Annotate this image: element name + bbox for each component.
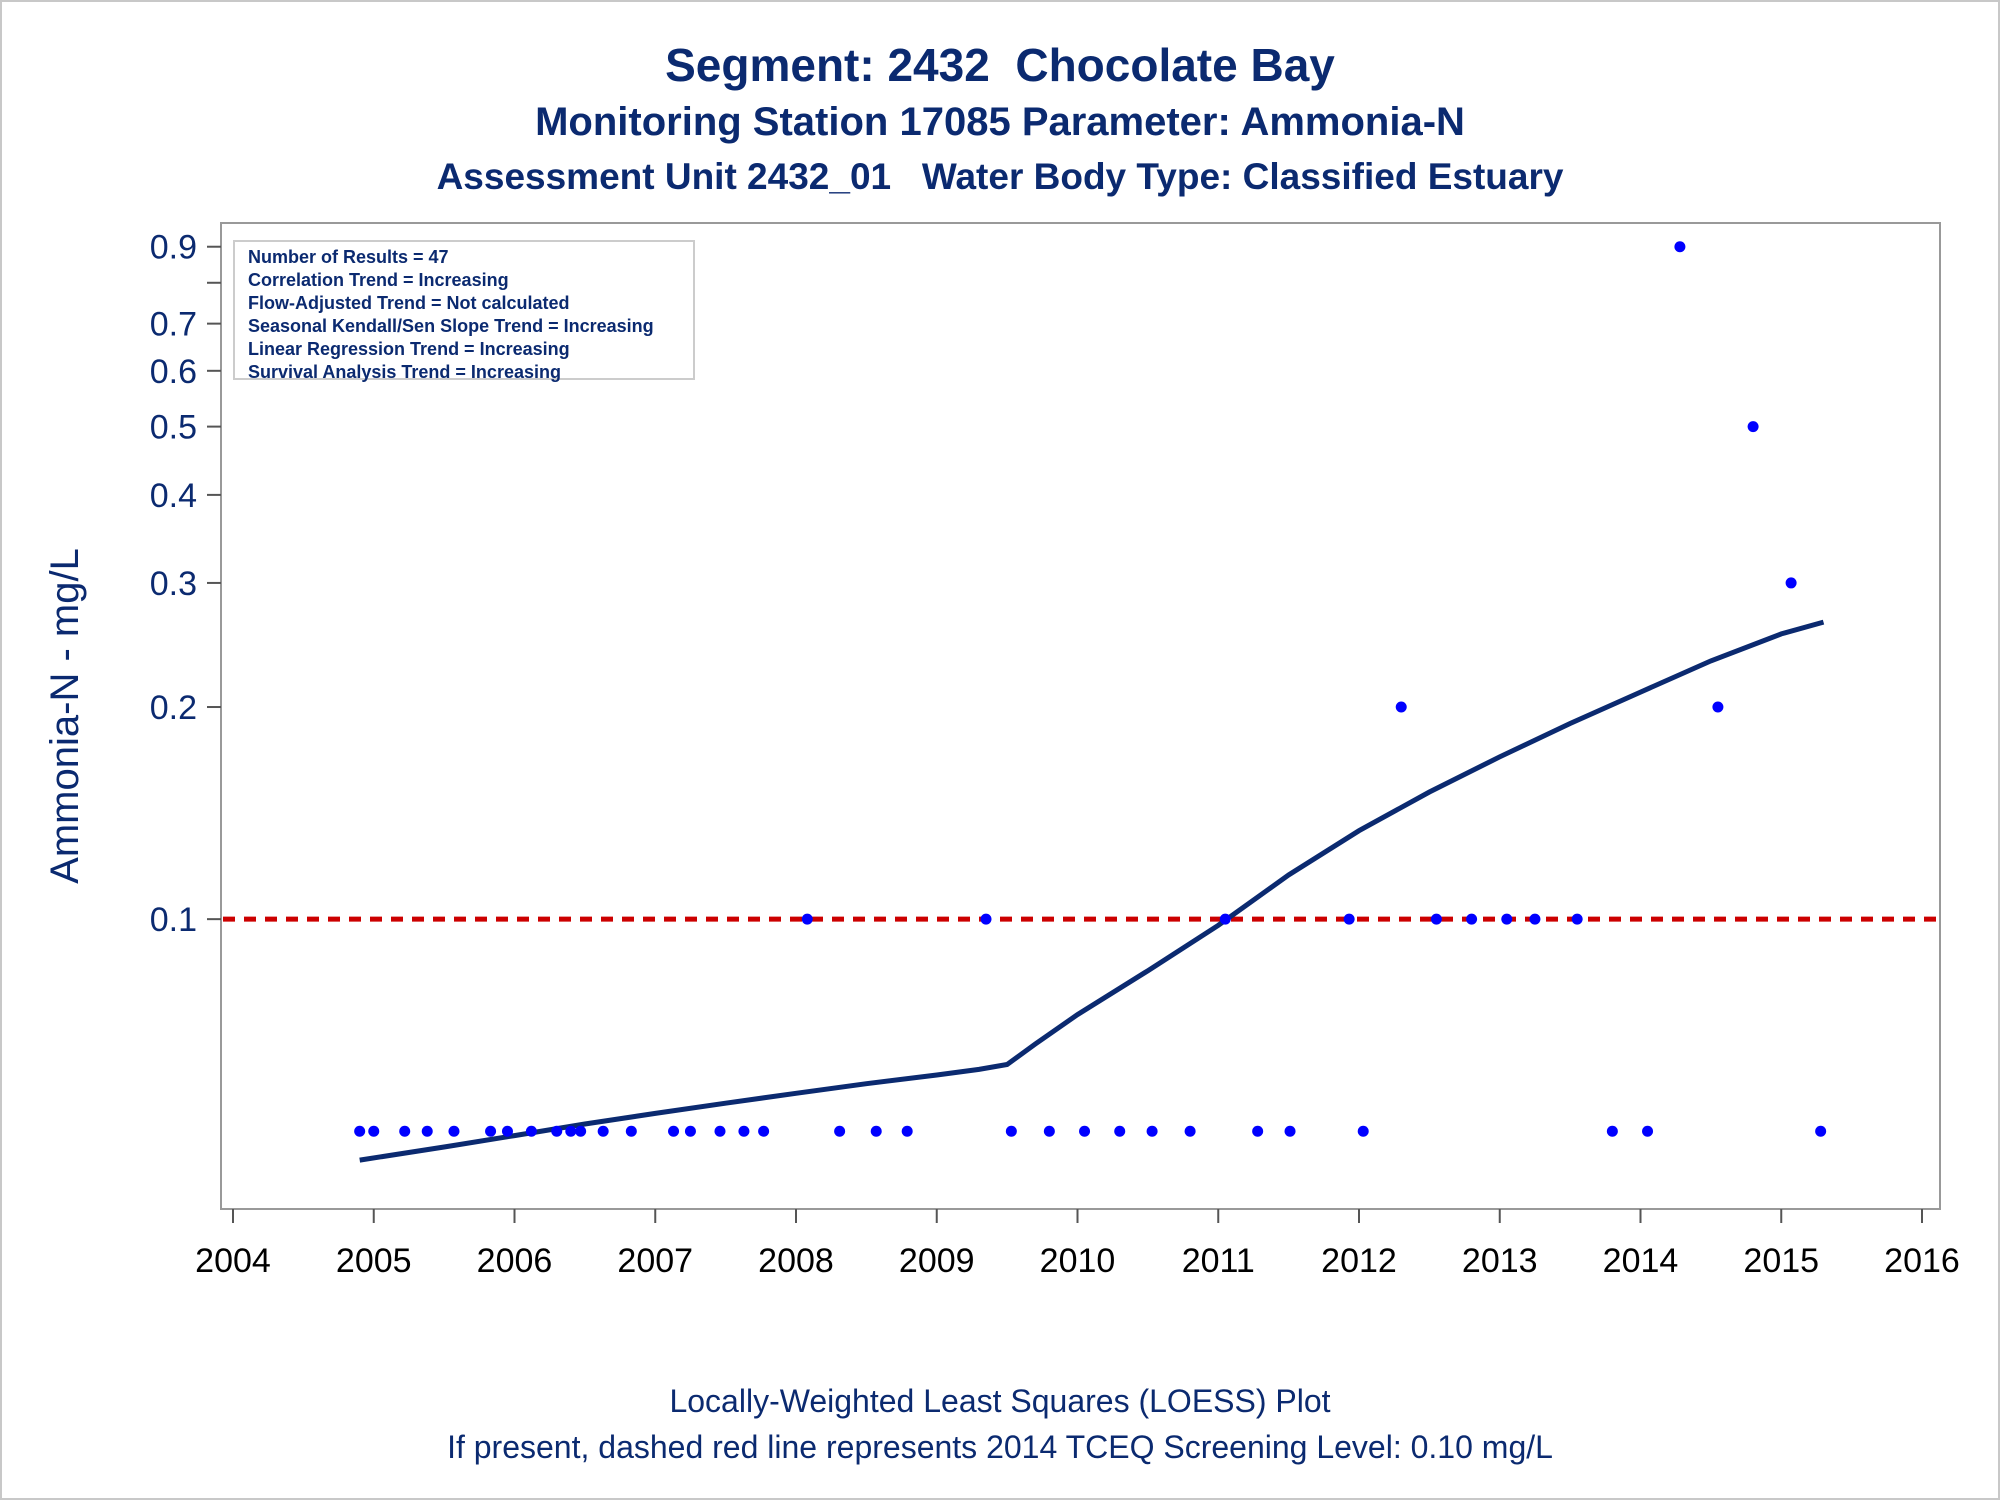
data-point [1712, 701, 1724, 713]
x-tick-label: 2016 [1884, 1242, 1960, 1280]
data-point [1529, 913, 1541, 925]
data-point [354, 1125, 366, 1137]
data-point [668, 1125, 680, 1137]
data-point [758, 1125, 770, 1137]
data-point [448, 1125, 460, 1137]
x-tick-label: 2006 [477, 1242, 553, 1280]
data-point [1466, 913, 1478, 925]
data-point [597, 1125, 609, 1137]
data-point [684, 1125, 696, 1137]
loess-curve [359, 619, 1825, 1163]
data-point [1395, 701, 1407, 713]
data-point [1005, 1125, 1017, 1137]
legend-number-of-results: Number of Results = 47 [248, 247, 449, 267]
data-point [980, 913, 992, 925]
legend-correlation-trend: Correlation Trend = Increasing [248, 270, 509, 290]
y-tick-label: 0.4 [150, 477, 197, 515]
x-tick-label: 2008 [758, 1242, 834, 1280]
legend-seasonal-kendall-trend: Seasonal Kendall/Sen Slope Trend = Incre… [248, 316, 654, 336]
chart-subtitle-2: Assessment Unit 2432_01 Water Body Type:… [436, 156, 1564, 197]
y-tick-label: 0.7 [150, 306, 197, 344]
y-tick-label: 0.2 [150, 689, 197, 727]
data-point [1043, 1125, 1055, 1137]
x-axis: 2004 2005 2006 2007 2008 2009 2010 2011 2012 2013… [195, 1209, 1960, 1280]
data-point [834, 1125, 846, 1137]
data-point [1079, 1125, 1091, 1137]
x-tick-label: 2009 [899, 1242, 975, 1280]
data-point [565, 1125, 577, 1137]
x-tick-label: 2015 [1743, 1242, 1819, 1280]
data-point [901, 1125, 913, 1137]
legend-flow-adjusted-trend: Flow-Adjusted Trend = Not calculated [248, 293, 570, 313]
x-tick-label: 2012 [1321, 1242, 1397, 1280]
data-point [485, 1125, 497, 1137]
x-tick-label: 2014 [1603, 1242, 1679, 1280]
data-point [1430, 913, 1442, 925]
plot-area [220, 222, 1941, 1210]
data-point [870, 1125, 882, 1137]
data-point [421, 1125, 433, 1137]
chart-title: Segment: 2432 Chocolate Bay [665, 39, 1335, 91]
x-tick-label: 2013 [1462, 1242, 1538, 1280]
y-tick-label: 0.3 [150, 565, 197, 603]
data-point [1815, 1125, 1827, 1137]
data-point [625, 1125, 637, 1137]
y-axis-label: Ammonia-N - mg/L [43, 548, 87, 884]
legend-linear-regression-trend: Linear Regression Trend = Increasing [248, 339, 570, 359]
data-point [1219, 913, 1231, 925]
y-tick-label: 0.1 [150, 901, 197, 939]
data-point [399, 1125, 411, 1137]
data-point [1674, 241, 1686, 253]
chart-subtitle: Monitoring Station 17085 Parameter: Ammo… [535, 100, 1465, 144]
data-point [1252, 1125, 1264, 1137]
data-points [354, 241, 1827, 1137]
data-point [1343, 913, 1355, 925]
data-point [525, 1125, 537, 1137]
legend-survival-analysis-trend: Survival Analysis Trend = Increasing [248, 362, 561, 382]
y-tick-label: 0.9 [150, 229, 197, 267]
y-axis: 0.1 0.2 0.3 0.4 0.5 0.6 0.7 0.9 [150, 229, 221, 939]
data-point [1184, 1125, 1196, 1137]
data-point [738, 1125, 750, 1137]
data-point [801, 913, 813, 925]
data-point [1357, 1125, 1369, 1137]
y-tick-label: 0.6 [150, 353, 197, 391]
data-point [575, 1125, 587, 1137]
x-tick-label: 2005 [336, 1242, 412, 1280]
x-tick-label: 2010 [1040, 1242, 1116, 1280]
data-point [714, 1125, 726, 1137]
data-point [501, 1125, 513, 1137]
x-tick-label: 2007 [617, 1242, 693, 1280]
data-point [1501, 913, 1513, 925]
data-point [1114, 1125, 1126, 1137]
data-point [551, 1125, 563, 1137]
x-tick-label: 2004 [195, 1242, 271, 1280]
y-tick-label: 0.5 [150, 409, 197, 447]
data-point [1146, 1125, 1158, 1137]
data-point [1571, 913, 1583, 925]
data-point [1606, 1125, 1618, 1137]
x-tick-label: 2011 [1182, 1242, 1255, 1280]
data-point [1785, 577, 1797, 589]
data-point [1747, 421, 1759, 433]
trend-legend: Number of Results = 47 Correlation Trend… [233, 240, 695, 382]
footnote-method: Locally-Weighted Least Squares (LOESS) P… [669, 1383, 1331, 1419]
footnote-screening: If present, dashed red line represents 2… [447, 1429, 1553, 1465]
data-point [1284, 1125, 1296, 1137]
data-point [1642, 1125, 1654, 1137]
data-point [368, 1125, 380, 1137]
